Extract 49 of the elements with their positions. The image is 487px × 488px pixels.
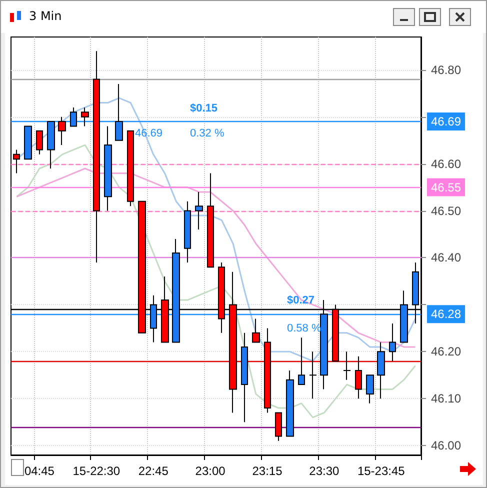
candlestick — [343, 351, 351, 380]
candlestick — [366, 374, 374, 404]
x-tick-label: 15-23:45 — [357, 464, 406, 478]
candlestick — [264, 328, 271, 414]
candlestick — [127, 130, 134, 207]
annotation: $0.27 — [287, 294, 315, 306]
x-tick-label: 23:15 — [252, 464, 283, 478]
candlestick — [47, 121, 55, 170]
x-tick-label: 23:00 — [195, 464, 226, 478]
candlestick — [24, 126, 32, 160]
x-tick-label: 22:45 — [138, 464, 169, 478]
candlestick — [207, 172, 214, 268]
y-tick-label: 46.60 — [431, 156, 462, 171]
candlestick — [13, 149, 20, 174]
candlestick — [58, 116, 66, 146]
y-tick-label: 46.40 — [431, 250, 462, 265]
candlestick — [377, 342, 385, 400]
x-tick-label: 04:45 — [24, 464, 55, 478]
candlestick — [389, 322, 396, 362]
annotation: $0.15 — [190, 102, 218, 114]
y-tick-label: 46.50 — [431, 204, 462, 218]
ref-line-label: 46.69 — [431, 114, 462, 129]
candlestick — [115, 83, 123, 141]
annotation: 46.69 — [135, 128, 163, 140]
candlestick — [275, 412, 282, 442]
line-series — [16, 168, 416, 348]
candlestick — [36, 130, 43, 155]
candlestick — [195, 191, 203, 230]
candlestick — [241, 332, 248, 423]
candlestick — [298, 337, 305, 386]
y-tick-label: 46.80 — [431, 62, 462, 77]
x-tick-label: 15-22:30 — [72, 464, 120, 478]
y-tick-label: 46.20 — [431, 344, 462, 359]
ref-line-label: 46.28 — [431, 307, 462, 322]
candlestick — [93, 50, 100, 263]
y-tick-label: 46.10 — [431, 392, 462, 406]
candlestick — [309, 351, 317, 400]
candlestick — [70, 106, 77, 127]
annotation: 0.32 % — [190, 128, 224, 140]
ref-line-label: 46.55 — [431, 180, 462, 194]
candlestick — [252, 318, 260, 343]
x-tick-label: 23:30 — [309, 464, 340, 478]
candlestick — [81, 106, 89, 127]
candlestick — [184, 200, 191, 263]
y-tick-label: 46.00 — [431, 438, 462, 453]
candlestick — [286, 370, 294, 437]
chart-title: 3 Min — [29, 9, 62, 23]
candlestick — [355, 356, 362, 400]
candlestick — [104, 126, 112, 212]
